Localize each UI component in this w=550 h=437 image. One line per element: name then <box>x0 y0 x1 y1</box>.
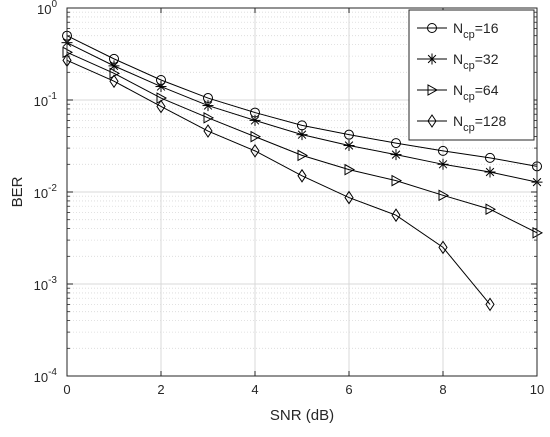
triangle-marker <box>344 163 356 176</box>
legend-label: Ncp=64 <box>453 82 499 103</box>
star-marker <box>390 149 402 161</box>
legend-label-main: N <box>453 113 463 129</box>
diamond-marker <box>344 190 354 205</box>
diamond-marker <box>109 74 119 89</box>
y-tick-base: 10 <box>37 2 51 17</box>
star-marker-stroke <box>344 141 354 150</box>
triangle-marker <box>203 111 215 124</box>
x-tick-label: 0 <box>63 382 70 397</box>
x-tick-label: 2 <box>157 382 164 397</box>
legend-label-suffix: =32 <box>475 51 499 67</box>
star-marker <box>202 100 214 112</box>
diamond-marker <box>438 240 448 255</box>
diamond-marker <box>203 124 213 138</box>
circle-marker <box>344 129 354 140</box>
y-tick-base: 10 <box>34 94 48 109</box>
y-axis-label: BER <box>9 176 26 207</box>
series-3 <box>62 53 495 312</box>
star-marker-stroke <box>391 150 401 159</box>
star-marker <box>155 81 167 93</box>
legend-item: Ncp=128 <box>417 113 506 134</box>
star-marker <box>437 158 449 170</box>
legend-label-subscript: cp <box>463 91 475 103</box>
x-tick-label: 6 <box>345 382 352 397</box>
star-marker <box>484 166 496 178</box>
star-marker <box>249 114 261 126</box>
y-tick-exponent: 0 <box>51 0 57 10</box>
series-line <box>66 35 538 167</box>
legend-label-main: N <box>453 82 463 98</box>
x-tick-label: 8 <box>439 382 446 397</box>
y-tick-label: 10-3 <box>34 275 58 293</box>
circle-marker <box>485 152 495 163</box>
star-marker <box>108 60 120 72</box>
star-marker <box>426 53 438 65</box>
star-marker-stroke <box>297 130 307 139</box>
star-marker <box>343 140 355 152</box>
triangle-marker <box>297 149 309 162</box>
star-marker-stroke <box>250 116 260 125</box>
legend-item: Ncp=32 <box>417 51 499 72</box>
x-axis-label: SNR (dB) <box>270 407 334 424</box>
legend-label-main: N <box>453 20 463 36</box>
diamond-marker <box>391 208 401 223</box>
diamond-marker <box>427 114 437 128</box>
triangle-marker <box>485 203 497 216</box>
y-tick-exponent: -1 <box>48 91 57 102</box>
legend-label-suffix: =64 <box>475 82 499 98</box>
legend-label-subscript: cp <box>463 122 475 134</box>
circle-marker <box>427 23 437 33</box>
y-tick-base: 10 <box>34 370 48 385</box>
circle-marker <box>438 145 448 156</box>
legend-item: Ncp=16 <box>417 20 499 41</box>
legend-label-suffix: =16 <box>475 20 499 36</box>
star-marker-stroke <box>438 160 448 169</box>
diamond-marker <box>297 168 307 183</box>
legend-item: Ncp=64 <box>417 82 499 103</box>
y-tick-label: 10-2 <box>34 183 58 201</box>
legend-label: Ncp=128 <box>453 113 506 134</box>
series-0 <box>62 30 542 172</box>
legend-label: Ncp=16 <box>453 20 499 41</box>
star-marker-stroke <box>485 167 495 177</box>
diamond-marker <box>485 297 495 312</box>
y-tick-exponent: -4 <box>48 367 57 378</box>
legend-label-main: N <box>453 51 463 67</box>
y-tick-label: 100 <box>37 0 57 17</box>
star-marker-stroke <box>203 101 213 110</box>
triangle-marker <box>427 84 439 96</box>
y-tick-exponent: -3 <box>48 275 57 286</box>
series-line <box>66 59 491 305</box>
legend-label: Ncp=32 <box>453 51 499 72</box>
y-tick-base: 10 <box>34 186 48 201</box>
star-marker-stroke <box>109 61 119 71</box>
legend-label-subscript: cp <box>463 60 475 72</box>
series-line <box>66 51 538 234</box>
x-tick-label: 10 <box>530 382 544 397</box>
diamond-marker <box>250 143 260 158</box>
y-tick-label: 10-4 <box>34 367 58 385</box>
x-tick-label: 4 <box>251 382 258 397</box>
circle-marker <box>391 138 401 149</box>
y-tick-label: 10-1 <box>34 91 58 109</box>
triangle-marker <box>250 130 262 143</box>
y-tick-exponent: -2 <box>48 183 57 194</box>
triangle-marker <box>438 189 450 202</box>
y-tick-base: 10 <box>34 278 48 293</box>
star-marker <box>296 129 308 141</box>
legend-label-suffix: =128 <box>475 113 507 129</box>
diamond-marker <box>156 99 166 114</box>
star-marker-stroke <box>427 54 437 64</box>
legend-label-subscript: cp <box>463 29 475 41</box>
star-marker-stroke <box>156 82 166 91</box>
triangle-marker <box>391 174 403 187</box>
